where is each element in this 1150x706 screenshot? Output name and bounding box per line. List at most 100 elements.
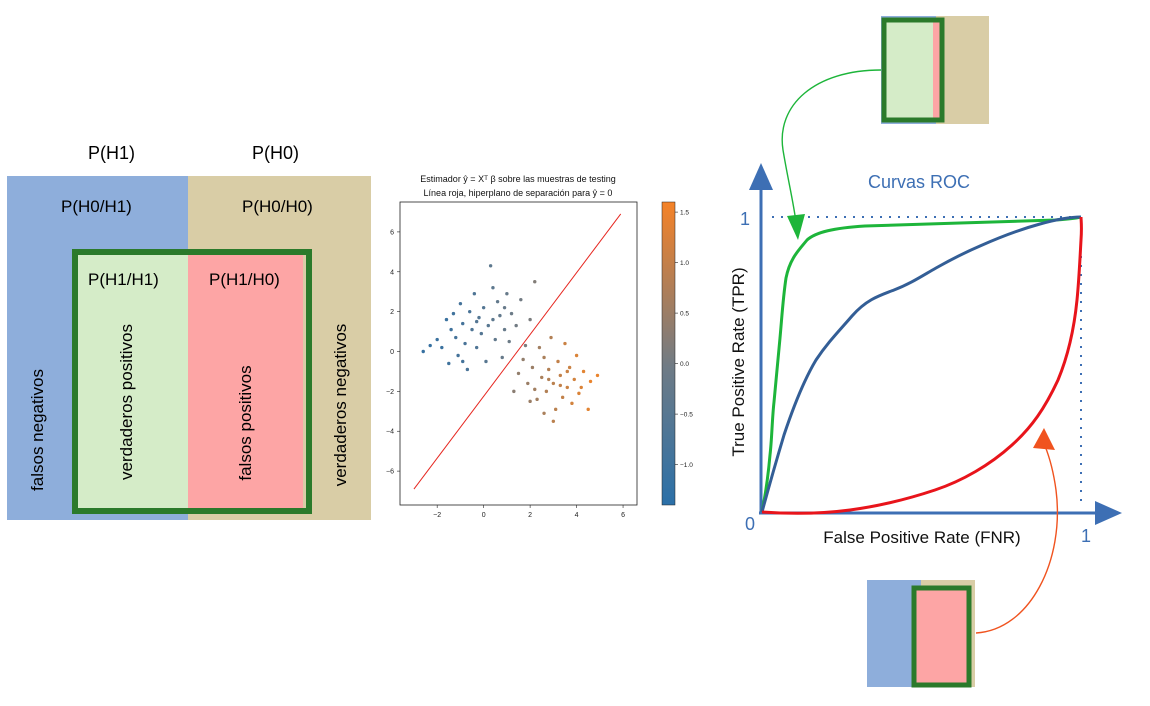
- data-point: [454, 335, 458, 340]
- data-point: [500, 355, 504, 360]
- data-point: [486, 323, 490, 328]
- colorbar-tick-label: 1.0: [680, 260, 689, 267]
- data-point: [505, 291, 509, 296]
- label-falsos-positivos: falsos positivos: [236, 365, 255, 481]
- scatter-svg: Estimador ŷ = Xᵀ β sobre las muestras de…: [386, 174, 693, 519]
- green-arrowhead-icon: [787, 214, 805, 240]
- data-point: [449, 327, 453, 332]
- roc-xlabel: False Positive Rate (FNR): [823, 528, 1020, 547]
- data-point: [435, 337, 439, 342]
- data-point: [461, 321, 465, 326]
- region-false-positive: [188, 252, 303, 508]
- data-point: [468, 309, 472, 314]
- data-point: [521, 357, 525, 362]
- data-point: [509, 311, 514, 316]
- data-point: [528, 399, 532, 404]
- roc-ylabel: True Positive Rate (TPR): [729, 267, 748, 456]
- decision-frame: [72, 249, 312, 514]
- data-point: [565, 385, 569, 390]
- data-point: [558, 383, 563, 388]
- label-p-h1-h1: P(H1/H1): [88, 270, 159, 289]
- y-tick-label: 4: [390, 269, 394, 276]
- data-point: [560, 395, 565, 400]
- data-point: [572, 377, 576, 382]
- data-point: [523, 343, 528, 348]
- data-point: [581, 369, 586, 374]
- x-tick-label: 4: [575, 512, 579, 519]
- data-point: [544, 389, 549, 394]
- data-point: [470, 327, 474, 332]
- label-verdaderos-negativos: verdaderos negativos: [331, 323, 350, 487]
- data-point: [567, 365, 572, 370]
- label-p-h0-h0: P(H0/H0): [242, 197, 313, 216]
- data-point: [458, 301, 463, 306]
- data-point: [491, 286, 495, 290]
- colorbar: [661, 201, 676, 506]
- x-axis-arrowhead-icon: [1095, 501, 1122, 525]
- x-tick-label: 6: [621, 512, 625, 519]
- chart-subtitle: Línea roja, hiperplano de separación par…: [424, 188, 613, 198]
- confusion-diagram: P(H1) P(H0) P(H0/H1) P(H0/H0) P(H1/H1) P…: [0, 0, 380, 540]
- data-point: [547, 367, 551, 372]
- y-tick-label: −6: [386, 469, 394, 476]
- data-point: [444, 317, 449, 322]
- data-point: [563, 341, 567, 346]
- green-connector: [781, 69, 882, 223]
- data-point: [495, 299, 500, 304]
- data-point: [565, 369, 569, 374]
- tick-y-one: 1: [740, 209, 750, 229]
- y-tick-label: 2: [390, 309, 394, 316]
- data-point: [533, 387, 537, 392]
- data-point: [551, 381, 556, 386]
- data-point: [542, 411, 546, 416]
- data-point: [519, 297, 523, 302]
- data-point: [474, 319, 479, 324]
- data-point: [493, 337, 497, 342]
- data-point: [447, 361, 451, 366]
- data-point: [558, 373, 563, 378]
- data-point: [477, 315, 481, 320]
- label-p-h1-h0: P(H1/H0): [209, 270, 280, 289]
- label-verdaderos-positivos: verdaderos positivos: [117, 324, 136, 480]
- tick-x-one: 1: [1081, 526, 1091, 546]
- data-point: [428, 343, 432, 348]
- data-point: [547, 377, 551, 382]
- colorbar-tick-label: 1.5: [680, 210, 689, 217]
- data-point: [540, 375, 544, 380]
- data-point: [579, 385, 583, 390]
- roc-curve-red: [761, 216, 1083, 515]
- data-point: [502, 305, 507, 310]
- label-p-h0: P(H0): [252, 143, 300, 163]
- y-tick-label: 6: [390, 229, 394, 236]
- x-tick-label: 2: [528, 512, 532, 519]
- colorbar-ticks: −1.0 −0.5 0.0 0.5 1.0 1.5: [675, 210, 693, 469]
- data-point: [586, 407, 590, 412]
- data-point: [502, 327, 507, 332]
- y-axis-ticks: −6 −4 −2 0 2 4 6: [386, 229, 400, 476]
- data-point: [577, 391, 581, 396]
- label-p-h1: P(H1): [88, 143, 136, 163]
- orange-arrowhead-icon: [1033, 428, 1055, 450]
- data-point: [595, 373, 600, 378]
- scatter-chart: Estimador ŷ = Xᵀ β sobre las muestras de…: [375, 165, 695, 525]
- data-point: [498, 313, 502, 318]
- data-points: [421, 264, 600, 423]
- data-point: [588, 379, 593, 384]
- data-point: [465, 367, 470, 372]
- data-point: [484, 359, 488, 364]
- data-point: [542, 355, 546, 360]
- y-tick-label: 0: [390, 349, 394, 356]
- colorbar-tick-label: −0.5: [680, 412, 693, 419]
- tick-zero: 0: [745, 514, 755, 534]
- roc-curve-green: [760, 215, 1082, 513]
- roc-title: Curvas ROC: [868, 172, 970, 192]
- data-point: [421, 349, 425, 354]
- colorbar-tick-label: 0.5: [680, 311, 689, 318]
- data-point: [472, 291, 477, 296]
- region-true-positive: [75, 252, 188, 508]
- thumbnail-bottom: [867, 580, 975, 688]
- data-point: [474, 345, 479, 350]
- data-point: [491, 317, 495, 322]
- data-point: [516, 371, 521, 376]
- x-tick-label: −2: [433, 512, 441, 519]
